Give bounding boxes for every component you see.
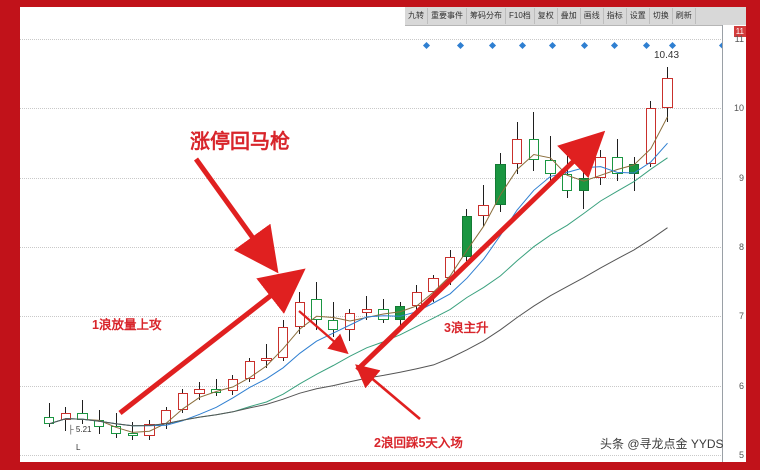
candle [144, 25, 155, 462]
candle-body [244, 361, 255, 379]
frame-border-right [746, 0, 760, 470]
candle-body [110, 425, 122, 435]
frame-border-left [0, 0, 20, 470]
candle [127, 25, 138, 462]
annotation-wave2: 2浪回踩5天入场 [374, 436, 463, 450]
toolbar-item-6[interactable]: 画线 [581, 8, 604, 24]
toolbar-item-5[interactable]: 叠加 [558, 8, 581, 24]
candle-body [344, 312, 356, 331]
frame-border-bottom [0, 462, 760, 470]
axis-tick-label: 11 [734, 33, 744, 44]
candle-wick [48, 403, 50, 428]
candle-wick [366, 295, 368, 320]
candle [612, 25, 623, 462]
candle [328, 25, 339, 462]
low-point-letter: L [76, 443, 81, 452]
stock-chart-panel: 九转 重要事件 筹码分布 F10档 复权 叠加 画线 指标 设置 切换 刷新 1… [20, 7, 746, 462]
toolbar-item-10[interactable]: 刷新 [673, 8, 696, 24]
candle [110, 25, 122, 462]
toolbar-item-2[interactable]: 筹码分布 [467, 8, 506, 24]
candle-body [328, 319, 339, 331]
candle [77, 25, 88, 462]
axis-top-badge: 11 [733, 26, 746, 37]
candle-body [77, 413, 88, 421]
candle [261, 25, 272, 462]
toolbar-item-8[interactable]: 设置 [627, 8, 650, 24]
candle-body [528, 139, 539, 161]
axis-tick-label: 5 [738, 450, 744, 461]
candle-body [495, 163, 506, 206]
candle-wick [633, 156, 635, 192]
candle [495, 25, 506, 462]
candle [244, 25, 255, 462]
toolbar-item-1[interactable]: 重要事件 [428, 8, 467, 24]
gridline [20, 38, 723, 40]
candle-wick [332, 302, 334, 338]
gridline [20, 177, 723, 179]
toolbar-item-7[interactable]: 指标 [604, 8, 627, 24]
axis-tick-label: 10 [733, 103, 744, 114]
annotation-arrows [118, 130, 606, 420]
candle-wick [132, 421, 134, 441]
price-axis: 11 11 10 9 8 7 6 5 [722, 25, 746, 462]
annotation-title: 涨停回马枪 [190, 131, 290, 153]
gridline [20, 108, 723, 110]
annotation-wave3: 3浪主升 [444, 321, 489, 335]
axis-tick-label: 6 [738, 380, 744, 391]
candle-body [478, 205, 489, 216]
candle-body [261, 357, 272, 362]
candle-body [194, 389, 205, 394]
candle-wick [483, 184, 485, 227]
candle-wick [215, 378, 217, 397]
candle [311, 25, 322, 462]
axis-tick-label: 7 [738, 311, 744, 322]
candle-body [612, 156, 623, 175]
candle-wick [82, 399, 84, 424]
candle-body [361, 309, 372, 313]
candle-body [662, 78, 673, 109]
last-price-label: 10.43 [654, 50, 680, 61]
candle-body [227, 378, 239, 392]
candle-body [394, 305, 406, 320]
toolbar-item-9[interactable]: 切换 [650, 8, 673, 24]
candle-body [60, 413, 72, 421]
candle [511, 25, 523, 462]
annotation-wave1: 1浪放量上攻 [92, 318, 162, 332]
toolbar-item-3[interactable]: F10档 [506, 8, 535, 24]
candle [461, 25, 473, 462]
low-price-label: ├ 5.21 [68, 425, 92, 434]
candle [645, 25, 656, 462]
candle-wick [265, 344, 267, 369]
candle-body [511, 139, 523, 164]
toolbar-item-4[interactable]: 复权 [535, 8, 558, 24]
candle-wick [115, 413, 117, 438]
candle [528, 25, 539, 462]
frame-border-top [0, 0, 760, 7]
candle-body [645, 108, 656, 164]
watermark-text: 头条 @寻龙点金 YYDS [600, 437, 724, 451]
gridline [20, 455, 723, 457]
axis-tick-label: 8 [738, 241, 744, 252]
candle [478, 25, 489, 462]
candle [361, 25, 372, 462]
candle [662, 25, 673, 462]
candle-body [144, 423, 155, 436]
candle-body [311, 298, 322, 320]
gridline [20, 246, 723, 248]
candle-body [277, 326, 289, 358]
candle-body [545, 160, 556, 175]
axis-tick-label: 9 [738, 172, 744, 183]
candle [394, 25, 406, 462]
candle [194, 25, 205, 462]
candle-body [127, 432, 138, 436]
candle [277, 25, 289, 462]
toolbar-item-0[interactable]: 九转 [405, 8, 428, 24]
chart-toolbar[interactable]: 九转 重要事件 筹码分布 F10档 复权 叠加 画线 指标 设置 切换 刷新 [405, 7, 746, 26]
candle [227, 25, 239, 462]
candle-body [461, 215, 473, 258]
